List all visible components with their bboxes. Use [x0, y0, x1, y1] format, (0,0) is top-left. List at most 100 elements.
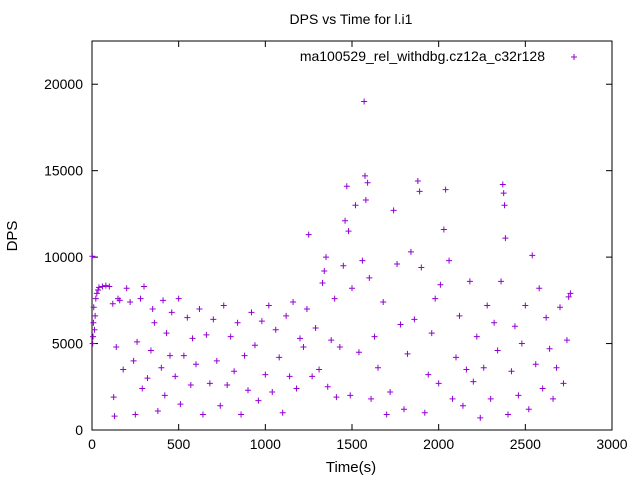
data-point: [251, 342, 258, 349]
data-point: [459, 402, 466, 409]
data-point: [560, 380, 567, 387]
data-point: [220, 302, 227, 309]
data-point: [480, 364, 487, 371]
data-point: [477, 414, 484, 421]
data-point: [286, 373, 293, 380]
data-point: [390, 207, 397, 214]
data-point: [154, 407, 161, 414]
data-point: [210, 316, 217, 323]
data-point: [305, 231, 312, 238]
data-point: [262, 371, 269, 378]
data-point: [303, 305, 310, 312]
data-point: [227, 333, 234, 340]
data-point: [383, 411, 390, 418]
data-point: [411, 316, 418, 323]
data-point: [342, 217, 349, 224]
data-point: [203, 331, 210, 338]
data-point: [283, 312, 290, 319]
data-point: [180, 352, 187, 359]
data-point: [224, 382, 231, 389]
data-point: [473, 333, 480, 340]
x-tick-label: 1500: [336, 436, 367, 452]
data-point: [109, 300, 116, 307]
data-point: [147, 347, 154, 354]
data-point: [355, 349, 362, 356]
data-point: [120, 366, 127, 373]
data-point: [484, 302, 491, 309]
data-point: [563, 337, 570, 344]
data-point: [134, 338, 141, 345]
data-point: [368, 395, 375, 402]
data-point: [93, 290, 100, 297]
data-point: [90, 304, 97, 311]
data-point: [269, 388, 276, 395]
data-point: [130, 357, 137, 364]
data-point: [158, 364, 165, 371]
data-point: [139, 385, 146, 392]
data-point: [319, 280, 326, 287]
data-point: [362, 197, 369, 204]
data-point: [437, 281, 444, 288]
data-point: [123, 285, 130, 292]
data-point: [91, 326, 98, 333]
data-point: [187, 382, 194, 389]
data-point: [163, 330, 170, 337]
data-point: [312, 324, 319, 331]
x-tick-label: 1000: [250, 436, 281, 452]
data-point: [522, 302, 529, 309]
data-point: [532, 361, 539, 368]
x-axis-label: Time(s): [326, 459, 376, 476]
data-point: [349, 285, 355, 292]
data-point: [276, 354, 283, 361]
data-point: [407, 248, 414, 255]
data-point: [110, 394, 117, 401]
data-point: [231, 368, 238, 375]
data-point: [546, 345, 553, 352]
data-point: [206, 380, 213, 387]
data-point: [529, 252, 536, 259]
legend: ma100529_rel_withdbg.cz12a_c32r128: [300, 48, 577, 64]
data-point: [89, 253, 96, 260]
data-point: [421, 409, 428, 416]
data-point: [172, 373, 179, 380]
data-point: [453, 354, 459, 361]
data-point: [491, 319, 498, 326]
data-point: [456, 312, 463, 319]
data-point: [394, 261, 401, 268]
data-point: [366, 274, 373, 281]
data-point: [449, 395, 456, 402]
data-point: [359, 257, 366, 264]
data-point: [196, 305, 203, 312]
data-point: [132, 411, 139, 418]
y-tick-label: 10000: [44, 249, 83, 265]
data-point: [151, 319, 158, 326]
data-point: [333, 394, 340, 401]
data-point: [127, 299, 134, 306]
data-point: [234, 319, 241, 326]
data-point: [442, 186, 449, 193]
data-point: [553, 364, 560, 371]
data-point: [95, 286, 102, 293]
data-point: [518, 340, 525, 347]
data-point: [414, 178, 421, 185]
data-point: [95, 284, 102, 291]
x-tick-label: 500: [167, 436, 191, 452]
data-point: [550, 395, 557, 402]
data-point: [331, 295, 338, 302]
data-point: [515, 392, 522, 399]
data-point: [345, 228, 352, 235]
data-point: [364, 179, 371, 186]
data-point: [347, 392, 354, 399]
axis-ticks: 0 500 1000 1500 2000 2500 3000 0 5000 10000 15000 2…: [44, 41, 628, 452]
data-point: [238, 411, 245, 418]
y-tick-label: 0: [75, 422, 83, 438]
data-point: [255, 397, 262, 404]
y-tick-label: 15000: [44, 163, 83, 179]
data-point: [466, 278, 473, 285]
data-point: [293, 385, 300, 392]
data-point: [167, 352, 173, 359]
data-point: [149, 305, 156, 312]
y-tick-label: 5000: [52, 336, 83, 352]
data-point: [380, 299, 387, 306]
